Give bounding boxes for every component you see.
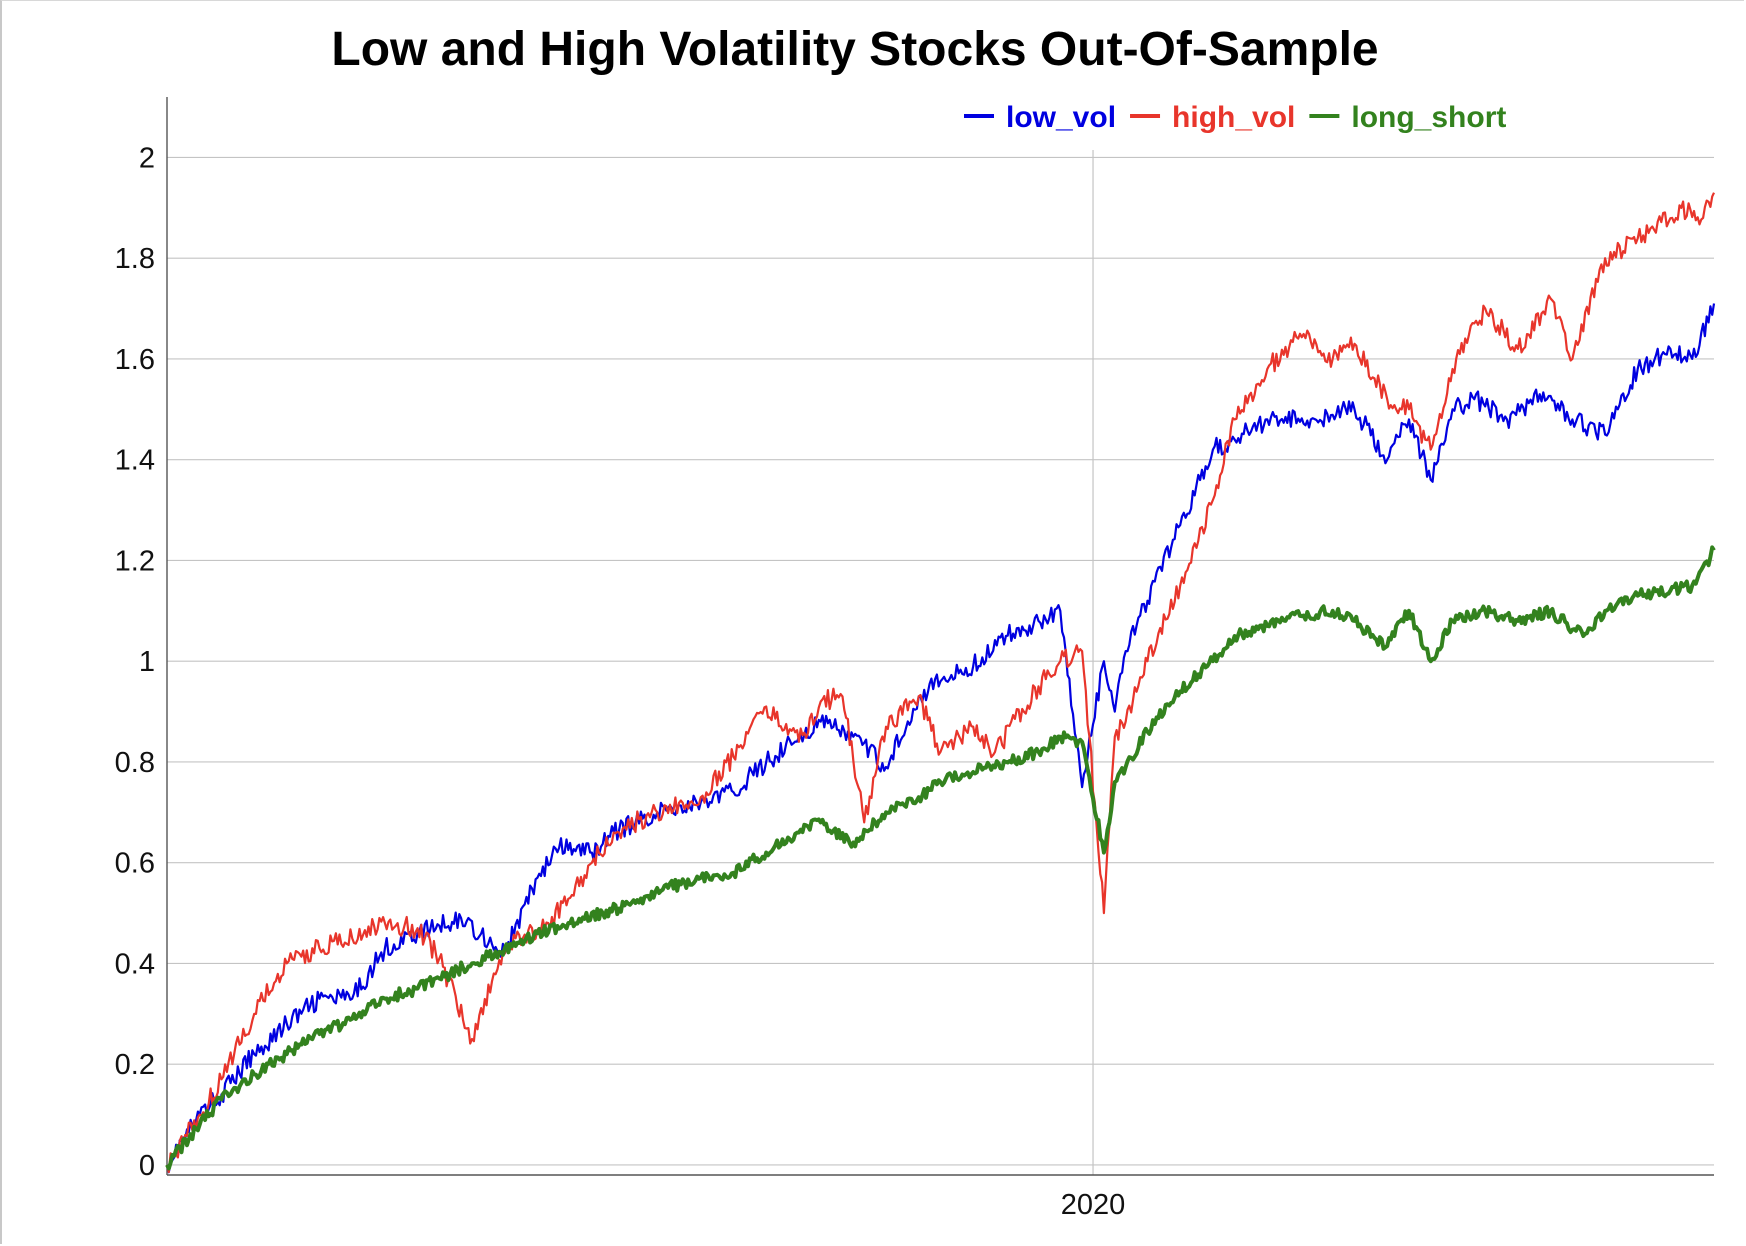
legend-label: low_vol — [1006, 101, 1116, 134]
y-tick-label: 0 — [139, 1150, 155, 1182]
y-tick-label: 0.8 — [115, 747, 155, 779]
y-tick-label: 2 — [139, 142, 155, 174]
legend-item-low-vol[interactable]: low_vol — [964, 101, 1116, 134]
y-tick-label: 1.6 — [115, 344, 155, 376]
legend[interactable]: low_vol high_vol long_short — [964, 101, 1506, 134]
y-tick-label: 0.2 — [115, 1049, 155, 1081]
y-tick-label: 1.2 — [115, 545, 155, 577]
series-line-low-vol — [165, 303, 1716, 1174]
chart-title: Low and High Volatility Stocks Out-Of-Sa… — [331, 23, 1379, 76]
series-line-long-short — [165, 545, 1716, 1171]
y-tick-label: 1 — [139, 646, 155, 678]
legend-label: long_short — [1351, 101, 1506, 134]
y-tick-label: 1.4 — [115, 445, 155, 477]
axis-layer: 0 0.2 0.4 0.6 0.8 1 1.2 1.4 1.6 1.8 2 2020 — [115, 97, 1714, 1221]
legend-item-long-short[interactable]: long_short — [1309, 101, 1506, 134]
chart-title-wrap: Low and High Volatility Stocks Out-Of-Sa… — [0, 22, 1746, 77]
legend-item-high-vol[interactable]: high_vol — [1130, 101, 1295, 134]
series-layer — [165, 192, 1716, 1174]
grid-layer — [167, 150, 1714, 1175]
x-tick-label: 2020 — [1061, 1189, 1126, 1221]
series-line-high-vol — [165, 192, 1715, 1174]
y-tick-label: 1.8 — [115, 243, 155, 275]
y-tick-label: 0.4 — [115, 948, 155, 980]
legend-label: high_vol — [1172, 101, 1295, 134]
y-tick-label: 0.6 — [115, 848, 155, 880]
